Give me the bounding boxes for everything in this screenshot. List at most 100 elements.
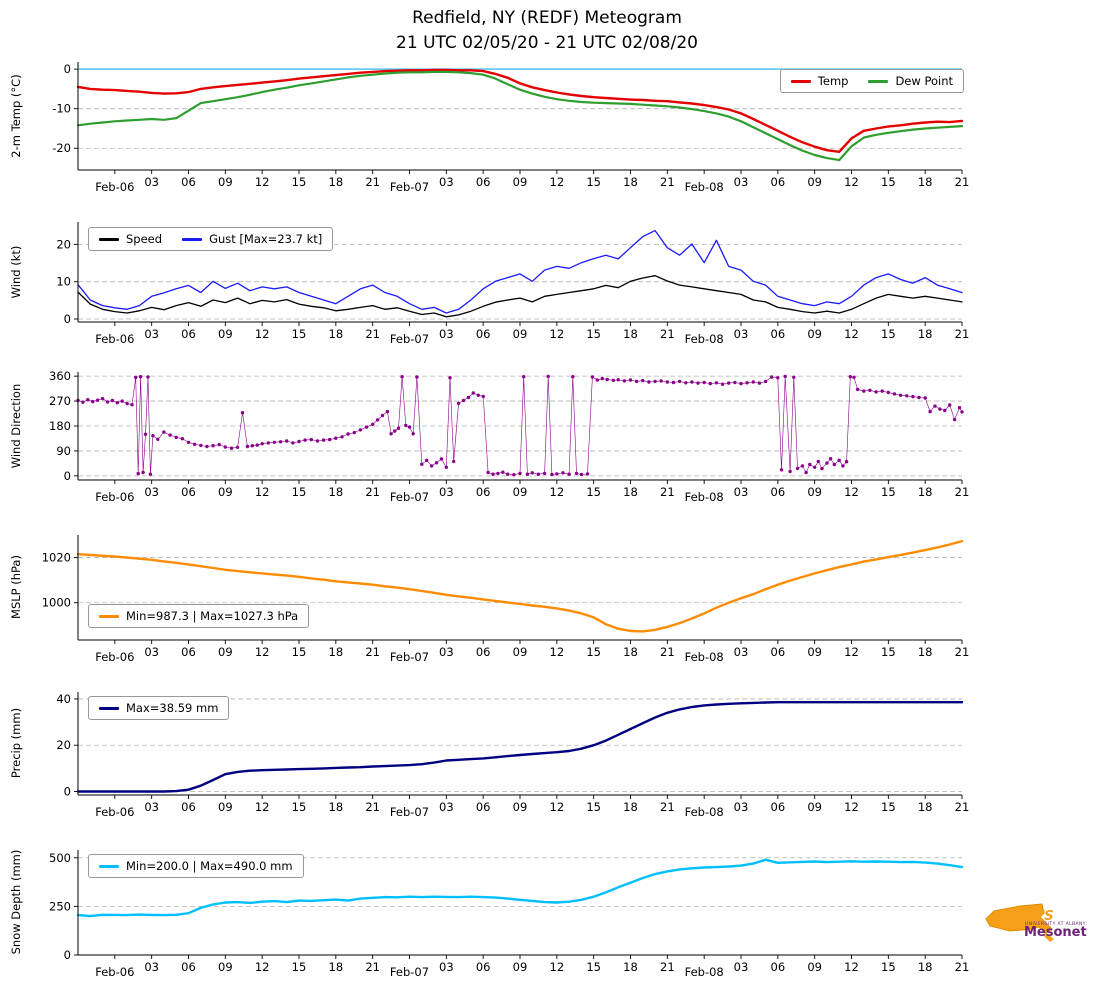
svg-text:12: 12: [255, 485, 270, 499]
svg-text:03: 03: [439, 327, 454, 341]
y-axis-label-wind: Wind (kt): [9, 245, 23, 299]
svg-text:12: 12: [844, 175, 859, 189]
logo-subtext: UNIVERSITY AT ALBANY: [1025, 922, 1086, 927]
svg-text:Feb-06: Feb-06: [95, 180, 134, 194]
svg-text:21: 21: [955, 960, 970, 974]
svg-text:09: 09: [218, 175, 233, 189]
svg-text:12: 12: [550, 960, 565, 974]
svg-text:18: 18: [918, 645, 933, 659]
svg-text:06: 06: [181, 800, 196, 814]
svg-text:06: 06: [181, 327, 196, 341]
svg-text:10: 10: [56, 275, 71, 289]
dew-point-line-swatch: [868, 79, 889, 83]
svg-text:06: 06: [181, 175, 196, 189]
svg-text:15: 15: [586, 800, 601, 814]
svg-text:15: 15: [881, 960, 896, 974]
logo-org-text: NYS: [1024, 909, 1054, 924]
svg-text:15: 15: [292, 327, 307, 341]
svg-text:06: 06: [771, 485, 786, 499]
chart-subtitle: 21 UTC 02/05/20 - 21 UTC 02/08/20: [396, 32, 698, 53]
gust-line-swatch: [182, 237, 203, 241]
svg-text:20: 20: [56, 738, 71, 752]
legend-entry-gust: Gust [Max=23.7 kt]: [182, 232, 322, 246]
svg-text:250: 250: [49, 899, 71, 913]
svg-text:21: 21: [365, 645, 380, 659]
chart-title-block: Redfield, NY (REDF) Meteogram 21 UTC 02/…: [0, 6, 1094, 55]
svg-text:09: 09: [513, 485, 528, 499]
svg-text:03: 03: [144, 800, 159, 814]
svg-text:21: 21: [660, 175, 675, 189]
legend-label-snow-depth: Min=200.0 | Max=490.0 mm: [126, 859, 293, 873]
svg-text:09: 09: [807, 960, 822, 974]
svg-text:500: 500: [49, 851, 71, 865]
svg-text:03: 03: [439, 645, 454, 659]
svg-text:06: 06: [771, 327, 786, 341]
precip-line-swatch: [99, 706, 119, 710]
svg-text:Feb-08: Feb-08: [685, 180, 724, 194]
svg-text:15: 15: [292, 800, 307, 814]
svg-text:18: 18: [918, 175, 933, 189]
svg-text:12: 12: [550, 485, 565, 499]
svg-text:12: 12: [255, 960, 270, 974]
svg-text:Feb-08: Feb-08: [685, 965, 724, 979]
speed-line-swatch: [99, 237, 119, 241]
svg-text:15: 15: [586, 485, 601, 499]
svg-text:06: 06: [476, 485, 491, 499]
svg-text:Feb-07: Feb-07: [390, 180, 429, 194]
logo-name-text: Mesonet: [1024, 925, 1087, 940]
svg-text:18: 18: [329, 327, 344, 341]
svg-text:Feb-08: Feb-08: [685, 805, 724, 819]
y-axis-label-wind-direction: Wind Direction: [9, 383, 23, 469]
svg-text:15: 15: [881, 175, 896, 189]
svg-text:09: 09: [513, 960, 528, 974]
svg-text:180: 180: [49, 419, 71, 433]
svg-text:03: 03: [144, 175, 159, 189]
svg-text:03: 03: [734, 485, 749, 499]
legend-label-dew-point: Dew Point: [895, 74, 953, 88]
temp-line-swatch: [790, 79, 811, 83]
svg-text:03: 03: [734, 960, 749, 974]
legend-entry-snow-depth: Min=200.0 | Max=490.0 mm: [99, 859, 293, 873]
svg-text:18: 18: [918, 327, 933, 341]
svg-text:15: 15: [881, 327, 896, 341]
svg-text:03: 03: [734, 800, 749, 814]
svg-text:15: 15: [292, 175, 307, 189]
svg-text:21: 21: [955, 175, 970, 189]
y-axis-label-snow-depth: Snow Depth (mm): [9, 849, 23, 955]
svg-text:15: 15: [881, 485, 896, 499]
svg-text:09: 09: [513, 800, 528, 814]
svg-text:06: 06: [476, 800, 491, 814]
svg-text:15: 15: [586, 175, 601, 189]
svg-text:21: 21: [365, 800, 380, 814]
svg-text:18: 18: [329, 800, 344, 814]
svg-text:09: 09: [218, 800, 233, 814]
svg-text:Feb-06: Feb-06: [95, 805, 134, 819]
svg-text:21: 21: [365, 327, 380, 341]
svg-text:40: 40: [56, 692, 71, 706]
svg-text:Feb-06: Feb-06: [95, 965, 134, 979]
mslp-line-swatch: [99, 614, 119, 618]
svg-text:06: 06: [771, 175, 786, 189]
svg-text:18: 18: [623, 800, 638, 814]
svg-text:09: 09: [807, 800, 822, 814]
svg-text:12: 12: [844, 485, 859, 499]
legend-entry-speed: Speed: [99, 232, 162, 246]
nys-mesonet-logo: NYS Mesonet UNIVERSITY AT ALBANY: [980, 893, 1088, 953]
svg-text:12: 12: [255, 645, 270, 659]
svg-text:18: 18: [918, 960, 933, 974]
legend-label-precip: Max=38.59 mm: [126, 701, 219, 715]
svg-text:18: 18: [918, 800, 933, 814]
svg-text:09: 09: [807, 175, 822, 189]
legend-label-mslp: Min=987.3 | Max=1027.3 hPa: [126, 609, 299, 623]
svg-text:15: 15: [881, 800, 896, 814]
svg-text:0: 0: [64, 469, 71, 483]
svg-text:12: 12: [550, 175, 565, 189]
svg-text:06: 06: [181, 960, 196, 974]
svg-text:09: 09: [807, 327, 822, 341]
svg-text:12: 12: [255, 800, 270, 814]
svg-text:06: 06: [476, 960, 491, 974]
svg-text:03: 03: [144, 645, 159, 659]
svg-text:15: 15: [881, 645, 896, 659]
